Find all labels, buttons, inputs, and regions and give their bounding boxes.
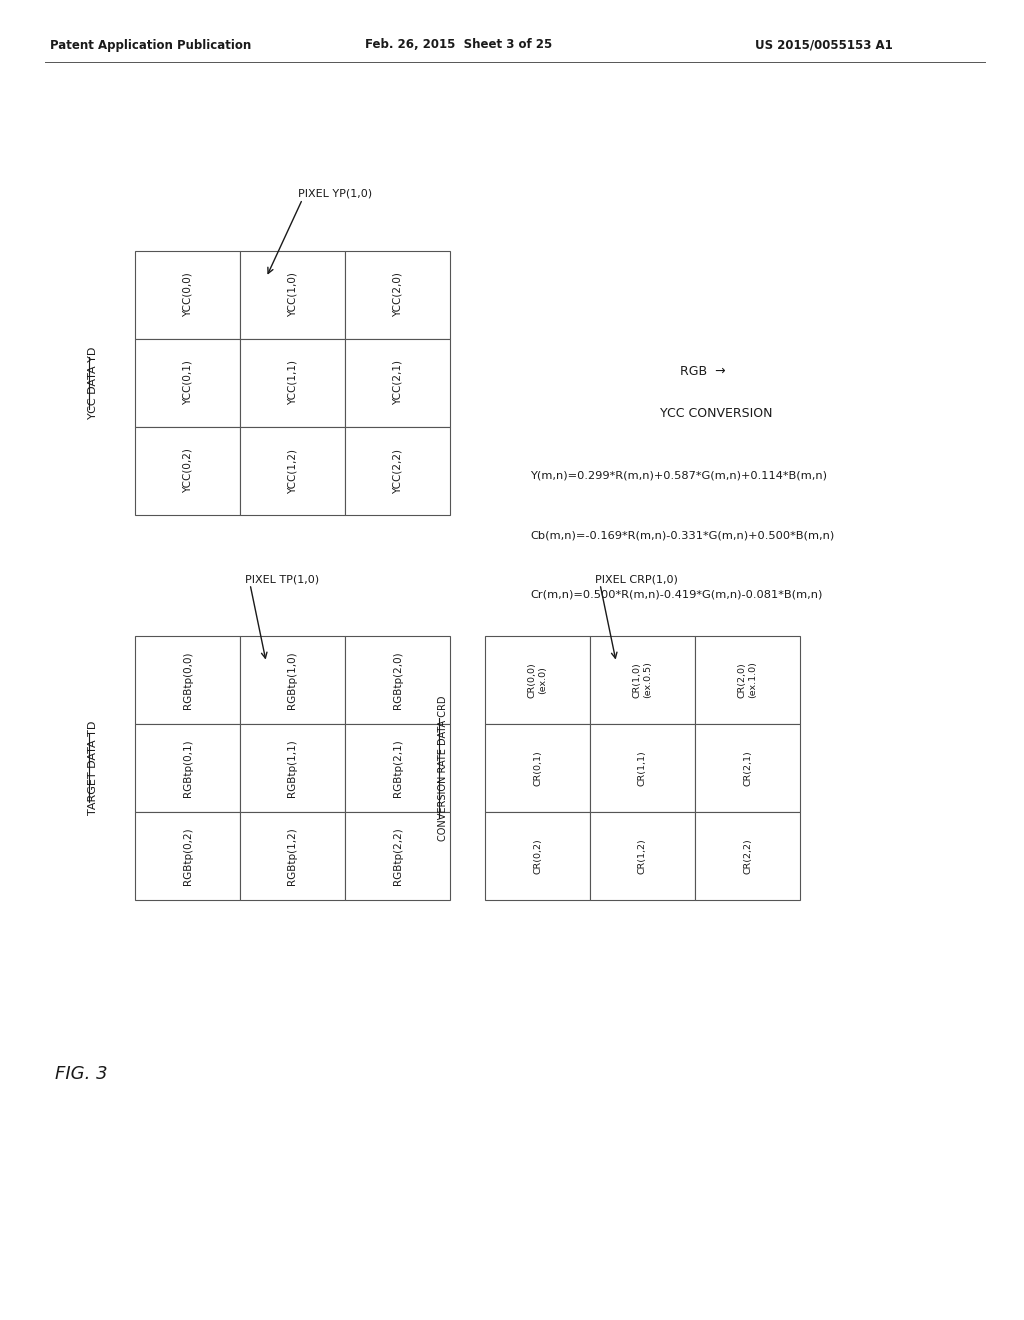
Text: YCC(0,2): YCC(0,2): [182, 449, 193, 494]
Text: RGBtp(1,2): RGBtp(1,2): [288, 828, 298, 884]
Text: CR(2,2): CR(2,2): [743, 838, 752, 874]
Text: CR(0,1): CR(0,1): [534, 750, 542, 785]
Text: YCC(1,2): YCC(1,2): [288, 449, 298, 494]
Text: CR(0,2): CR(0,2): [534, 838, 542, 874]
Text: YCC DATA YD: YCC DATA YD: [88, 347, 98, 420]
Text: TARGET DATA TD: TARGET DATA TD: [88, 721, 98, 816]
Bar: [135, 251, 240, 339]
Text: YCC(0,0): YCC(0,0): [182, 273, 193, 317]
Bar: [345, 636, 450, 723]
Text: CR(2,1): CR(2,1): [743, 750, 752, 785]
Text: CR(1,0)
(ex.0.5): CR(1,0) (ex.0.5): [633, 661, 652, 698]
Text: YCC(0,1): YCC(0,1): [182, 360, 193, 405]
Bar: [485, 723, 590, 812]
Text: CR(2,0)
(ex.1.0): CR(2,0) (ex.1.0): [738, 661, 757, 698]
Text: YCC(2,1): YCC(2,1): [392, 360, 402, 405]
Text: CR(1,2): CR(1,2): [638, 838, 647, 874]
Bar: [240, 426, 345, 515]
Bar: [240, 251, 345, 339]
Bar: [590, 723, 695, 812]
Bar: [695, 812, 800, 900]
Bar: [485, 636, 590, 723]
Text: Patent Application Publication: Patent Application Publication: [50, 38, 251, 51]
Text: Cr(m,n)=0.500*R(m,n)-0.419*G(m,n)-0.081*B(m,n): Cr(m,n)=0.500*R(m,n)-0.419*G(m,n)-0.081*…: [530, 590, 822, 601]
Text: RGBtp(2,0): RGBtp(2,0): [392, 651, 402, 709]
Bar: [240, 723, 345, 812]
Bar: [135, 339, 240, 426]
Text: YCC(1,1): YCC(1,1): [288, 360, 298, 405]
Text: Cb(m,n)=-0.169*R(m,n)-0.331*G(m,n)+0.500*B(m,n): Cb(m,n)=-0.169*R(m,n)-0.331*G(m,n)+0.500…: [530, 531, 835, 540]
Text: RGBtp(1,0): RGBtp(1,0): [288, 651, 298, 709]
Text: RGBtp(2,2): RGBtp(2,2): [392, 828, 402, 884]
Bar: [695, 636, 800, 723]
Bar: [135, 636, 240, 723]
Bar: [240, 636, 345, 723]
Bar: [240, 812, 345, 900]
Text: RGBtp(0,0): RGBtp(0,0): [182, 651, 193, 709]
Text: RGBtp(0,1): RGBtp(0,1): [182, 739, 193, 797]
Text: PIXEL CRP(1,0): PIXEL CRP(1,0): [595, 574, 678, 583]
Text: US 2015/0055153 A1: US 2015/0055153 A1: [755, 38, 893, 51]
Text: RGB  →: RGB →: [680, 366, 726, 378]
Text: RGBtp(1,1): RGBtp(1,1): [288, 739, 298, 797]
Bar: [695, 723, 800, 812]
Text: YCC(2,2): YCC(2,2): [392, 449, 402, 494]
Text: Feb. 26, 2015  Sheet 3 of 25: Feb. 26, 2015 Sheet 3 of 25: [365, 38, 552, 51]
Bar: [135, 426, 240, 515]
Bar: [345, 426, 450, 515]
Bar: [485, 812, 590, 900]
Bar: [590, 636, 695, 723]
Text: PIXEL TP(1,0): PIXEL TP(1,0): [245, 574, 319, 583]
Text: Y(m,n)=0.299*R(m,n)+0.587*G(m,n)+0.114*B(m,n): Y(m,n)=0.299*R(m,n)+0.587*G(m,n)+0.114*B…: [530, 470, 827, 480]
Bar: [135, 812, 240, 900]
Bar: [135, 723, 240, 812]
Bar: [240, 339, 345, 426]
Text: CONVERSION RATE DATA CRD: CONVERSION RATE DATA CRD: [438, 696, 449, 841]
Text: PIXEL YP(1,0): PIXEL YP(1,0): [298, 189, 372, 199]
Bar: [590, 812, 695, 900]
Bar: [345, 812, 450, 900]
Text: CR(0,0)
(ex.0): CR(0,0) (ex.0): [527, 663, 547, 698]
Bar: [345, 251, 450, 339]
Text: FIG. 3: FIG. 3: [55, 1065, 108, 1082]
Bar: [345, 339, 450, 426]
Text: YCC CONVERSION: YCC CONVERSION: [660, 407, 772, 420]
Bar: [345, 723, 450, 812]
Text: YCC(1,0): YCC(1,0): [288, 272, 298, 317]
Text: CR(1,1): CR(1,1): [638, 750, 647, 785]
Text: RGBtp(0,2): RGBtp(0,2): [182, 828, 193, 884]
Text: YCC(2,0): YCC(2,0): [392, 272, 402, 317]
Text: RGBtp(2,1): RGBtp(2,1): [392, 739, 402, 797]
